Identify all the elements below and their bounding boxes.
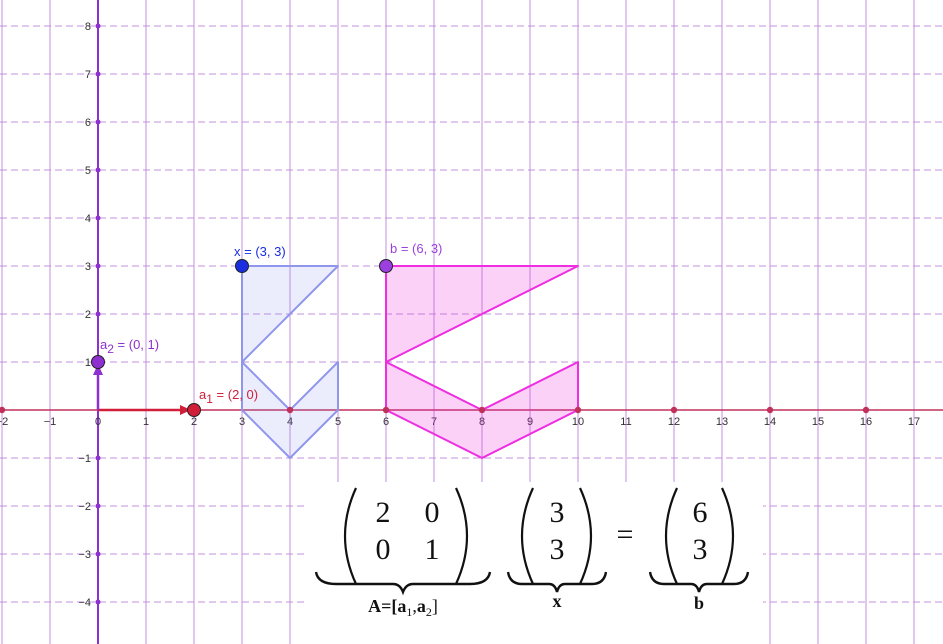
x-tick-label: 10	[572, 416, 584, 428]
x-tick-label: 14	[764, 416, 776, 428]
vector-b-left-paren	[664, 487, 679, 585]
y-axis-point	[95, 23, 101, 29]
x-tick-label: 6	[383, 416, 389, 428]
y-axis-point	[95, 263, 101, 269]
y-tick-label: 4	[85, 213, 91, 225]
vector-x-cell-1: 3	[550, 496, 565, 529]
point-b[interactable]	[379, 259, 393, 273]
x-tick-label: 13	[716, 416, 728, 428]
x-tick-label: 7	[431, 416, 437, 428]
x-axis-point	[286, 406, 294, 414]
y-axis-point	[95, 551, 101, 557]
y-tick-label: −3	[78, 549, 91, 561]
matrix-A-cell-21: 0	[376, 533, 391, 566]
x-tick-label: 2	[191, 416, 197, 428]
y-tick-label: −2	[78, 501, 91, 513]
y-axis-point	[95, 503, 101, 509]
vector-b-cell-2: 3	[693, 533, 708, 566]
vector-a1[interactable]: a1 = (2, 0)	[98, 387, 258, 417]
x-tick-label: −1	[44, 416, 57, 428]
point-a2-label: a2 = (0, 1)	[100, 337, 159, 356]
y-tick-label: 7	[85, 69, 91, 81]
x-tick-label: 16	[860, 416, 872, 428]
vector-b-column: 6 3	[664, 487, 735, 585]
vector-b-right-paren	[720, 487, 735, 585]
vector-a1-arrowhead	[180, 405, 191, 415]
x-axis-point	[574, 406, 582, 414]
x-tick-label: 5	[335, 416, 341, 428]
x-tick-label: 11	[620, 416, 631, 428]
y-tick-label: −1	[78, 453, 91, 465]
x-axis-point	[670, 406, 678, 414]
y-tick-label: 5	[85, 165, 91, 177]
equation-background	[308, 482, 763, 644]
x-tick-label: 3	[239, 416, 245, 428]
y-axis-point	[95, 119, 101, 125]
x-axis-point	[862, 406, 870, 414]
x-axis-point	[478, 406, 486, 414]
label-A: A=[a1,a2]	[368, 596, 438, 619]
x-tick-label: 12	[668, 416, 680, 428]
x-tick-label: 0	[95, 416, 101, 428]
matrix-A-right-paren	[454, 487, 469, 585]
matrix-A-left-paren	[343, 487, 358, 585]
point-b-label: b = (6, 3)	[390, 241, 442, 256]
x-tick-label: 1	[143, 416, 149, 428]
vector-x-cell-2: 3	[550, 533, 565, 566]
y-axis-point	[95, 167, 101, 173]
original-shape[interactable]	[241, 265, 339, 459]
x-tick-label: 8	[479, 416, 485, 428]
label-b: b	[694, 593, 704, 613]
vector-a2[interactable]: a2 = (0, 1)	[91, 337, 160, 410]
x-tick-label: 4	[287, 416, 293, 428]
underbrace-A	[314, 571, 492, 596]
y-axis-point	[95, 455, 101, 461]
y-tick-label: 2	[85, 309, 91, 321]
label-x: x	[553, 591, 562, 611]
underbrace-x	[506, 571, 608, 593]
y-axis-point	[95, 311, 101, 317]
point-x[interactable]	[235, 259, 249, 273]
matrix-A-cell-11: 2	[376, 496, 391, 529]
y-tick-label: 6	[85, 117, 91, 129]
matrix-equation: 2 0 0 1 3 3 = 6 3 A=[a1,a2] x b	[308, 482, 763, 644]
tick-labels: −2−101234567891011121314151617−4−3−2−112…	[0, 21, 920, 609]
y-tick-label: −4	[78, 597, 91, 609]
matrix-A-cell-22: 1	[425, 533, 440, 566]
y-axis-point	[95, 215, 101, 221]
vector-a2-arrowhead	[93, 364, 103, 375]
equals-sign: =	[617, 518, 634, 551]
y-axis-point	[95, 599, 101, 605]
x-axis-point	[766, 406, 774, 414]
underbrace-b	[648, 571, 750, 593]
vector-x-right-paren	[578, 487, 593, 585]
transformed-shape[interactable]	[385, 265, 579, 459]
point-a1-label: a1 = (2, 0)	[199, 387, 258, 406]
x-tick-label: −2	[0, 416, 8, 428]
point-x-label: x = (3, 3)	[234, 244, 286, 259]
y-tick-label: 8	[85, 21, 91, 33]
x-axis-point	[382, 406, 390, 414]
x-tick-label: 17	[908, 416, 920, 428]
x-tick-label: 15	[812, 416, 824, 428]
point-a2[interactable]	[91, 355, 105, 369]
vector-b-cell-1: 6	[693, 496, 708, 529]
vector-x-column: 3 3	[520, 487, 593, 585]
y-axis-point	[95, 71, 101, 77]
y-tick-label: 3	[85, 261, 91, 273]
y-tick-label: 1	[85, 357, 91, 369]
vector-x-left-paren	[520, 487, 535, 585]
x-tick-label: 9	[527, 416, 533, 428]
matrix-A-cell-12: 0	[425, 496, 440, 529]
point-a1[interactable]	[187, 403, 201, 417]
matrix-A: 2 0 0 1	[343, 487, 469, 585]
x-axis-point	[0, 406, 6, 414]
